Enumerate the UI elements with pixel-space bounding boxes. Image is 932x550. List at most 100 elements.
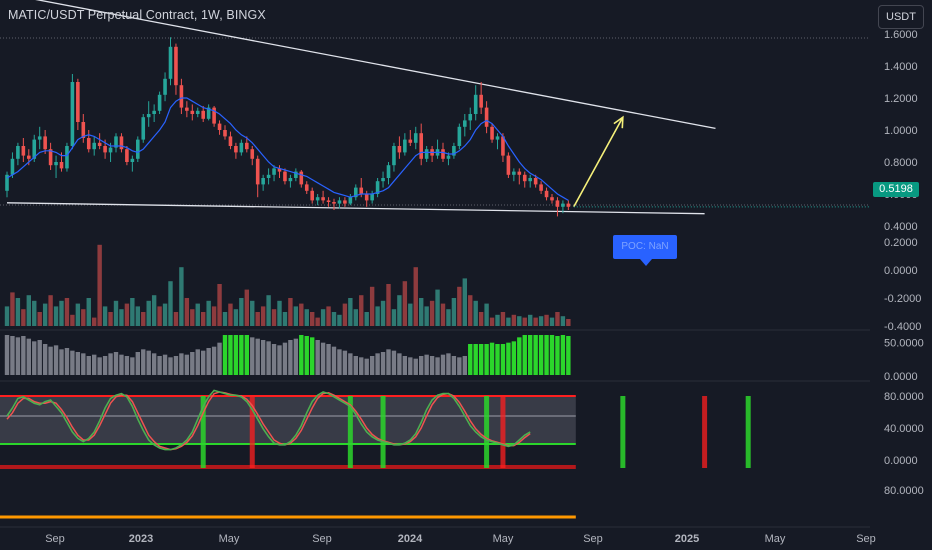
- candle-body: [76, 82, 80, 122]
- candle-body: [326, 200, 331, 202]
- sell-signal-bar: [702, 396, 708, 468]
- volume-delta-bar: [544, 314, 549, 326]
- candle-body: [501, 136, 505, 156]
- volume-delta-bar: [266, 295, 271, 326]
- oscillator-volume-bar: [102, 356, 108, 375]
- candle-body: [528, 178, 532, 182]
- candle-body: [190, 110, 195, 114]
- oscillator-volume-bar: [108, 353, 113, 375]
- volume-delta-bar: [528, 314, 533, 326]
- oscillator-volume-bar: [413, 358, 418, 375]
- candle-body: [468, 114, 473, 121]
- candle-body: [294, 171, 298, 178]
- oscillator-volume-bar: [560, 335, 566, 375]
- oscillator-volume-bar: [440, 354, 446, 375]
- oscillator-volume-bar: [495, 344, 500, 375]
- oscillator-volume-bar: [555, 336, 560, 375]
- oscillator-volume-bar: [419, 356, 424, 375]
- candle-body: [65, 146, 69, 169]
- oscillator-volume-bar: [124, 356, 130, 375]
- volume-delta-bar: [119, 309, 124, 326]
- oscillator-volume-bar: [157, 356, 162, 375]
- volume-delta-bar: [64, 298, 70, 326]
- price-tick-label: 1.0000: [884, 125, 918, 137]
- candle-body: [473, 94, 478, 114]
- oscillator-volume-bar: [408, 357, 413, 375]
- volume-delta-bar: [473, 300, 478, 326]
- oscillator-volume-bar: [10, 336, 15, 375]
- volume-delta-bar: [26, 295, 31, 326]
- oscillator-volume-bar: [26, 338, 31, 375]
- volume-delta-bar: [222, 312, 228, 326]
- x-axis-label: Sep: [856, 533, 876, 545]
- volume-delta-bar: [217, 284, 222, 326]
- candle-body: [21, 146, 26, 156]
- candle-body: [288, 178, 293, 182]
- buy-signal-bar: [347, 396, 353, 468]
- candle-body: [550, 197, 554, 201]
- volume-delta-bar: [239, 298, 244, 326]
- candle-body: [397, 146, 402, 153]
- volume-delta-bar: [108, 312, 113, 326]
- volume-delta-bar: [348, 298, 353, 326]
- oscillator-volume-bar: [48, 346, 53, 375]
- oscillator-volume-bar: [75, 352, 81, 375]
- volume-delta-bar: [304, 309, 309, 326]
- volume-delta-bar: [320, 309, 326, 326]
- x-axis-label: May: [765, 533, 786, 545]
- volume-delta-bar: [146, 300, 151, 326]
- candle-body: [201, 110, 205, 119]
- oscillator-tick-label: 50.0000: [884, 338, 924, 350]
- sell-signal-bar: [249, 396, 255, 468]
- oscillator-volume-bar: [32, 341, 37, 375]
- candle-body: [490, 126, 494, 140]
- stochastic-band-fill: [0, 396, 576, 444]
- buy-signal-bar: [200, 396, 206, 468]
- price-tick-label: 0.4000: [884, 221, 918, 233]
- candle-body: [512, 171, 516, 175]
- oscillator-volume-bar: [429, 356, 435, 375]
- oscillator-volume-bar: [500, 344, 506, 375]
- volume-delta-bar: [42, 303, 48, 326]
- projection-arrow: [573, 116, 624, 208]
- volume-delta-bar: [369, 286, 375, 326]
- candle-body: [522, 174, 527, 182]
- candle-body: [261, 178, 265, 185]
- oscillator-volume-bar: [359, 357, 364, 375]
- oscillator-volume-bar: [478, 344, 484, 375]
- x-axis-label: May: [493, 533, 514, 545]
- volume-delta-bar: [37, 312, 42, 326]
- volume-delta-bar: [538, 316, 544, 326]
- volume-delta-bar: [424, 306, 429, 326]
- oscillator-volume-bar: [255, 338, 260, 375]
- candle-body: [304, 184, 309, 191]
- volume-delta-bar: [517, 316, 522, 326]
- volume-delta-bar: [391, 309, 397, 326]
- price-tick-label: 0.8000: [884, 157, 918, 169]
- volume-delta-bar: [75, 303, 81, 326]
- volume-delta-bar: [10, 292, 15, 326]
- candle-body: [392, 146, 396, 166]
- oscillator-volume-bar: [162, 354, 168, 375]
- volume-delta-bar: [173, 312, 179, 326]
- volume-delta-bar: [315, 317, 320, 326]
- candle-body: [223, 130, 227, 137]
- candle-body: [234, 146, 238, 153]
- volume-delta-bar: [282, 312, 288, 326]
- volume-delta-bar: [271, 309, 277, 326]
- volume-delta-bar: [97, 244, 102, 326]
- candle-body: [424, 149, 429, 159]
- candle-body: [5, 174, 9, 191]
- oscillator-volume-bar: [201, 350, 206, 375]
- currency-button[interactable]: USDT: [878, 5, 924, 29]
- candle-body: [239, 142, 244, 153]
- candle-body: [403, 139, 407, 153]
- price-tick-label: 1.4000: [884, 61, 918, 73]
- volume-delta-bar: [228, 303, 233, 326]
- volume-delta-bar: [4, 306, 10, 326]
- oscillator-volume-bar: [260, 340, 266, 375]
- volume-delta-bar: [70, 314, 75, 326]
- oscillator-volume-bar: [451, 356, 457, 375]
- volume-delta-bar: [141, 312, 146, 326]
- volume-delta-bar: [32, 300, 37, 326]
